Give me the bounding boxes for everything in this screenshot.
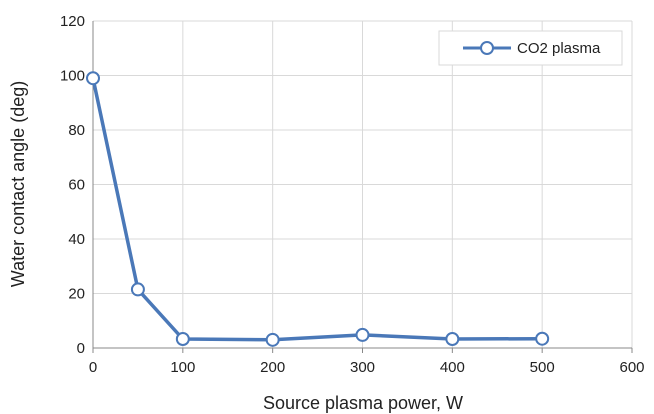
x-tick-label: 100 (170, 359, 195, 376)
legend-label: CO2 plasma (517, 40, 601, 57)
x-tick-label: 300 (350, 359, 375, 376)
x-tick-label: 200 (260, 359, 285, 376)
x-tick-label: 500 (530, 359, 555, 376)
data-point (265, 332, 280, 347)
y-axis-title: Water contact angle (deg) (8, 81, 28, 287)
y-tick-label: 40 (68, 231, 85, 248)
legend: CO2 plasma (438, 30, 623, 66)
legend-marker (480, 41, 494, 55)
grid (93, 20, 633, 348)
x-tick-label: 400 (440, 359, 465, 376)
y-tick-label: 20 (68, 286, 85, 303)
x-axis-title: Source plasma power, W (263, 393, 463, 413)
data-point (445, 332, 460, 347)
x-tick-label: 0 (89, 359, 97, 376)
y-tick-label: 100 (60, 68, 85, 85)
axes (92, 21, 633, 353)
y-tick-label: 120 (60, 13, 85, 30)
data-point (355, 327, 370, 342)
series (86, 71, 550, 347)
x-tick-label: 600 (619, 359, 644, 376)
tick-labels: 0 20 40 60 80 100 120 0 100 200 300 400 500 600 (60, 13, 645, 376)
y-tick-label: 80 (68, 122, 85, 139)
data-point (86, 71, 100, 86)
y-tick-label: 60 (68, 177, 85, 194)
series-line (91, 77, 543, 342)
y-tick-label: 0 (77, 340, 85, 357)
data-point (175, 332, 190, 347)
data-point (130, 282, 145, 297)
data-point (535, 331, 550, 346)
